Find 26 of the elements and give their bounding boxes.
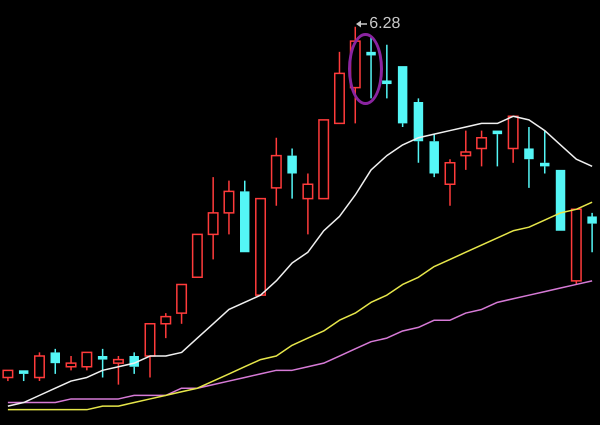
candlestick [398, 66, 408, 128]
candlestick [160, 312, 172, 339]
candlestick [492, 130, 502, 168]
candlestick [334, 51, 345, 124]
candlestick [176, 284, 188, 325]
candlestick [508, 116, 519, 164]
candlestick [223, 180, 234, 236]
candlestick [112, 355, 124, 386]
candlestick [18, 370, 28, 382]
candlestick [302, 172, 314, 236]
candlestick [382, 44, 392, 100]
annotation: 6.28 [369, 14, 400, 33]
candlestick [144, 323, 156, 378]
candlestick [429, 133, 439, 178]
candlestick [366, 36, 376, 100]
candlestick [270, 136, 282, 206]
candlestick [208, 176, 219, 260]
candlestick [460, 130, 472, 171]
candlestick [587, 212, 597, 253]
candlestick [98, 348, 108, 378]
candlestick [524, 126, 534, 189]
candlestick [476, 130, 488, 168]
candlestick [66, 355, 77, 372]
candlestick [444, 158, 456, 206]
candlestick [287, 148, 297, 200]
candlestick [414, 98, 424, 164]
